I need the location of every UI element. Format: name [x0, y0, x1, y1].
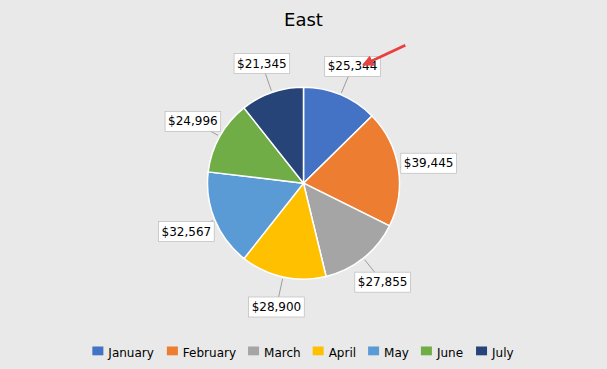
- data-label: $39,445: [404, 156, 454, 170]
- title: East: [284, 9, 323, 30]
- legend-label: February: [183, 346, 236, 360]
- legend-swatch: [368, 347, 379, 356]
- legend-item: July: [476, 346, 514, 360]
- data-label: $32,567: [162, 225, 212, 239]
- slice: [244, 87, 304, 183]
- legend-item: February: [167, 346, 236, 360]
- legend-item: March: [248, 346, 301, 360]
- legend-label: June: [436, 346, 463, 360]
- label-box: [234, 54, 290, 74]
- legend: January February March April May June July: [92, 346, 513, 360]
- legend-label: April: [329, 346, 356, 360]
- slice: [207, 172, 303, 259]
- legend-label: May: [384, 346, 409, 360]
- data-label: $28,900: [252, 300, 302, 314]
- highlight-arrow: [364, 45, 405, 64]
- label-box: [355, 272, 411, 292]
- legend-label: March: [264, 346, 301, 360]
- legend-swatch: [167, 347, 178, 356]
- data-label: $24,996: [168, 114, 218, 128]
- label-box: [165, 111, 221, 131]
- legend-label: January: [107, 346, 154, 360]
- label-box: [249, 297, 305, 317]
- legend-label: July: [491, 346, 514, 360]
- label-box: [159, 222, 215, 242]
- legend-swatch: [476, 347, 487, 356]
- label-box: [401, 153, 457, 173]
- legend-item: May: [368, 346, 409, 360]
- legend-swatch: [313, 347, 324, 356]
- legend-swatch: [421, 347, 432, 356]
- chart: East$25,344$39,445$27,855$28,900$32,567$…: [0, 0, 607, 369]
- legend-swatch: [92, 347, 103, 356]
- data-labels: $25,344$39,445$27,855$28,900$32,567$24,9…: [159, 45, 457, 317]
- legend-swatch: [248, 347, 259, 356]
- legend-item: April: [313, 346, 356, 360]
- pie: [207, 87, 399, 279]
- data-label: $27,855: [358, 275, 408, 289]
- data-label: $21,345: [237, 57, 287, 71]
- legend-item: June: [421, 346, 463, 360]
- legend-item: January: [92, 346, 154, 360]
